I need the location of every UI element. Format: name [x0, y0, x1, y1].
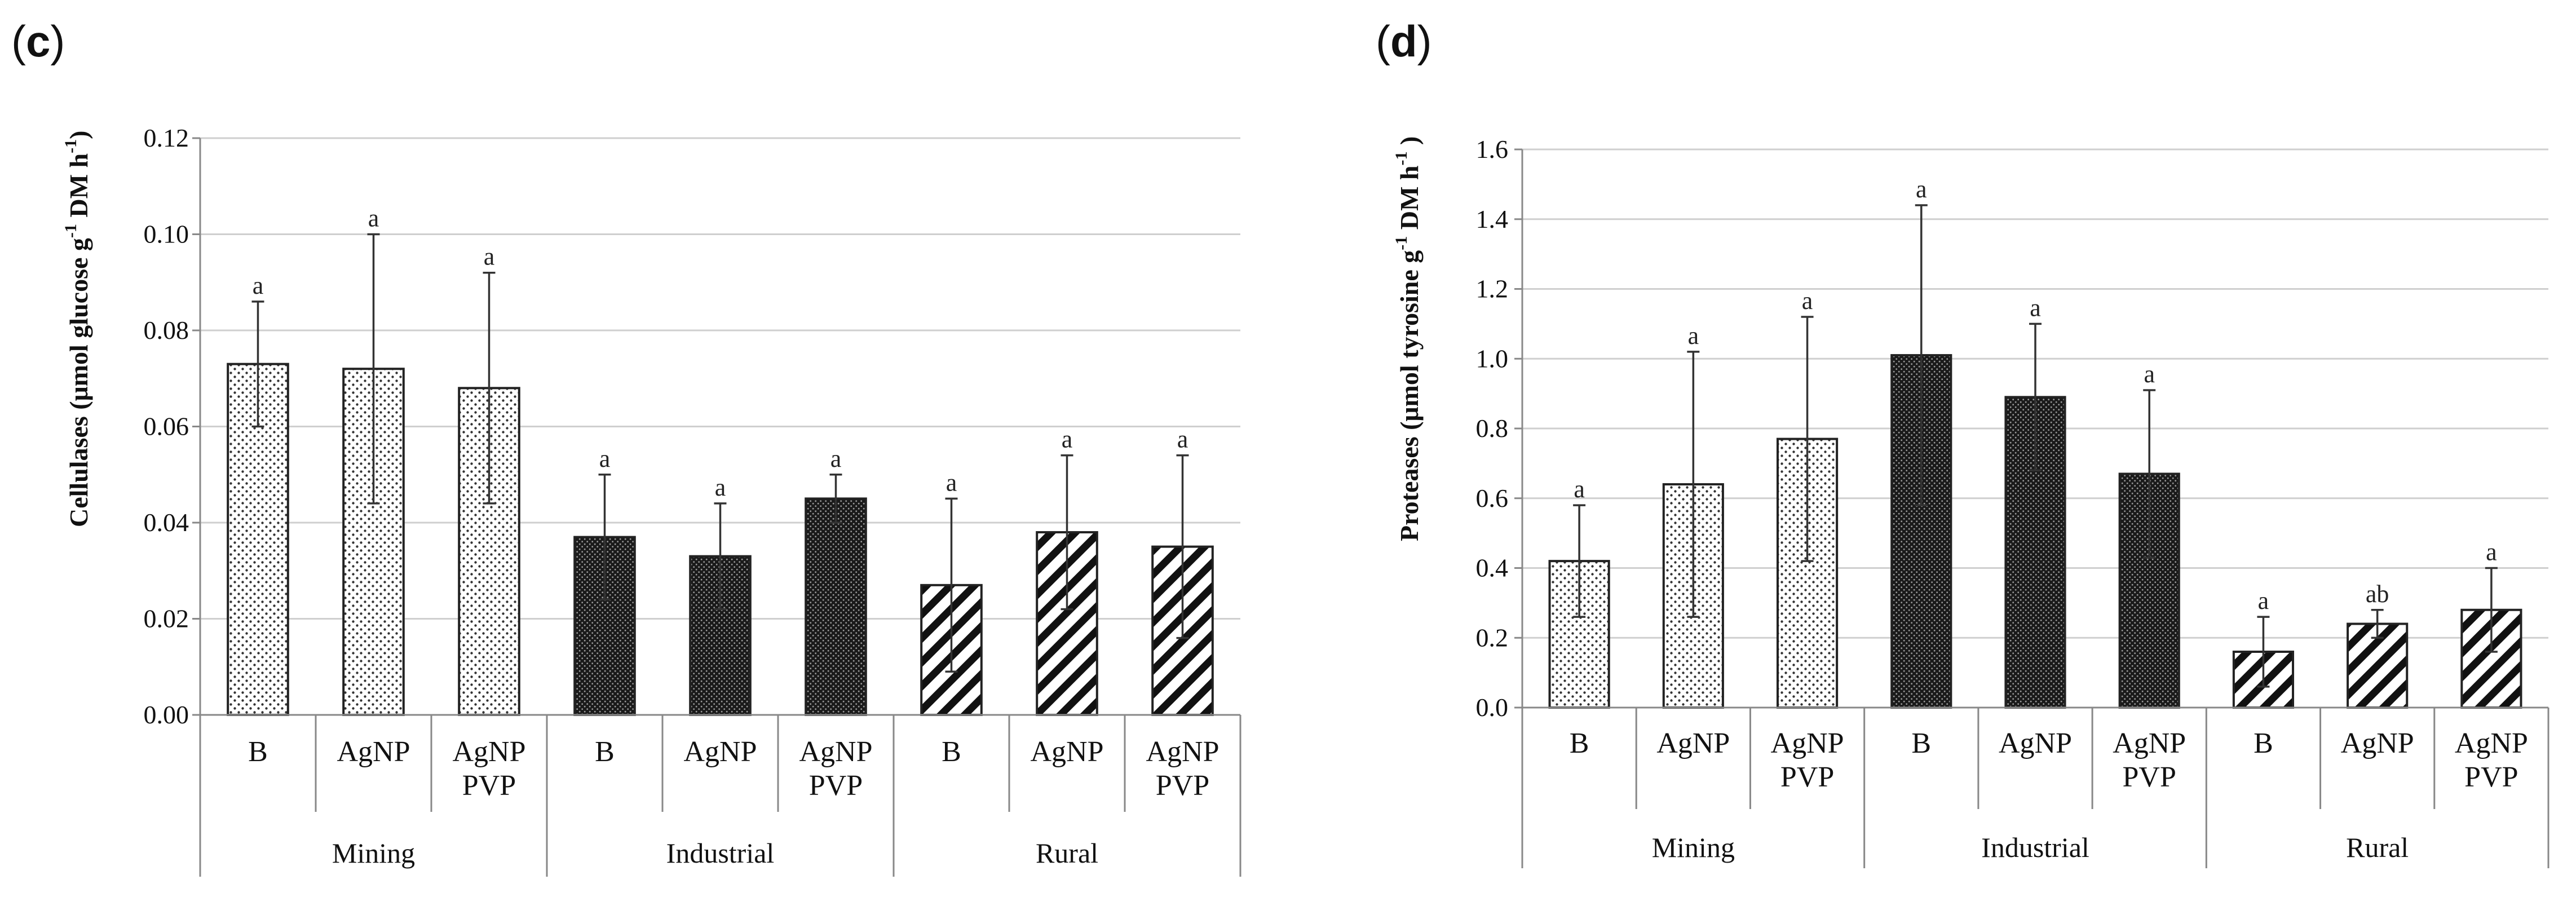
y-tick-label: 0.6: [1476, 484, 1509, 512]
significance-label: a: [1062, 426, 1073, 453]
significance-label: a: [946, 469, 957, 496]
x-category-label: AgNP: [2113, 727, 2186, 759]
x-category-label: PVP: [2123, 761, 2176, 793]
x-category-label: AgNP: [799, 736, 872, 768]
significance-label: a: [253, 272, 264, 299]
panel-c-y-axis-label: Cellulases (μmol glucose g-1 DM h-1): [61, 131, 93, 527]
significance-label: a: [484, 243, 495, 271]
significance-label: a: [368, 205, 379, 232]
y-tick-label: 0.12: [144, 123, 189, 152]
bar: [227, 363, 289, 716]
panel-c-label: (c): [11, 16, 65, 66]
significance-label: a: [1916, 175, 1927, 203]
panel-d-y-ticks: 0.0 0.2 0.4 0.6 0.8 1.0 1.2 1.4 1.6: [1476, 135, 1522, 722]
x-category-label: PVP: [809, 770, 863, 802]
x-category-label: AgNP: [683, 736, 757, 768]
significance-label: a: [2258, 587, 2269, 615]
x-group-label: Industrial: [1981, 832, 2089, 863]
x-group-label: Rural: [1036, 837, 1098, 869]
x-category-label: AgNP: [1030, 736, 1103, 768]
panel-d-label: (d): [1376, 16, 1432, 66]
y-tick-label: 0.08: [144, 316, 189, 344]
x-category-label: PVP: [462, 770, 516, 802]
x-category-label: B: [1911, 727, 1931, 759]
x-category-label: AgNP: [1146, 736, 1219, 768]
significance-label: a: [2144, 360, 2155, 388]
x-category-label: B: [942, 736, 961, 768]
y-tick-label: 0.02: [144, 604, 189, 633]
x-category-label: AgNP: [2455, 727, 2528, 759]
significance-label: a: [2030, 294, 2041, 321]
x-category-label: PVP: [2464, 761, 2518, 793]
y-tick-label: 0.00: [144, 700, 189, 729]
x-category-label: B: [2254, 727, 2273, 759]
bar: [805, 497, 867, 716]
panel-d-bars: a a a a a a a ab a: [1548, 175, 2522, 709]
y-tick-label: 0.04: [144, 508, 189, 537]
significance-label: a: [2486, 538, 2497, 566]
significance-label: a: [599, 445, 611, 472]
y-tick-label: 0.2: [1476, 623, 1509, 652]
x-category-label: B: [1570, 727, 1589, 759]
significance-label: a: [1802, 287, 1813, 315]
y-tick-label: 0.0: [1476, 693, 1509, 722]
x-category-label: B: [248, 736, 268, 768]
x-group-label: Industrial: [666, 837, 775, 869]
y-tick-label: 0.4: [1476, 554, 1509, 582]
y-tick-label: 0.8: [1476, 414, 1509, 443]
significance-label: a: [1688, 322, 1699, 350]
x-group-label: Mining: [1652, 832, 1735, 863]
x-category-label: AgNP: [337, 736, 410, 768]
x-category-label: AgNP: [1771, 727, 1844, 759]
x-category-label: AgNP: [452, 736, 525, 768]
panel-d-y-axis-label: Proteases (μmol tyrosine g-1 DM h-1 ): [1392, 136, 1424, 541]
bar: [2460, 608, 2522, 709]
x-group-label: Mining: [332, 837, 415, 869]
x-category-label: PVP: [1780, 761, 1834, 793]
panel-c-chart: (c) 0.000.020.040.060.080.100.12 aaaaaaa…: [11, 16, 1241, 877]
x-category-label: PVP: [1156, 770, 1209, 802]
x-category-label: AgNP: [1656, 727, 1730, 759]
y-tick-label: 1.0: [1476, 344, 1509, 373]
y-tick-label: 1.6: [1476, 135, 1509, 164]
y-tick-label: 1.4: [1476, 205, 1509, 233]
x-group-label: Rural: [2346, 832, 2409, 863]
significance-label: a: [1177, 426, 1188, 453]
x-category-label: AgNP: [1999, 727, 2072, 759]
x-category-label: AgNP: [2341, 727, 2414, 759]
significance-label: a: [830, 445, 842, 472]
significance-label: a: [1574, 475, 1585, 503]
panel-c-axes: [199, 138, 1240, 716]
panel-d-axes: [1521, 149, 2548, 709]
x-category-label: B: [595, 736, 615, 768]
significance-label: ab: [2366, 580, 2389, 608]
panel-c-y-ticks: 0.00 0.02 0.04 0.06 0.08 0.10 0.12: [144, 123, 200, 729]
y-tick-label: 0.10: [144, 220, 189, 249]
y-tick-label: 0.06: [144, 412, 189, 441]
significance-label: a: [715, 474, 726, 501]
y-tick-label: 1.2: [1476, 275, 1509, 303]
panel-c-bars: a a a a a a a a a: [227, 205, 1214, 716]
